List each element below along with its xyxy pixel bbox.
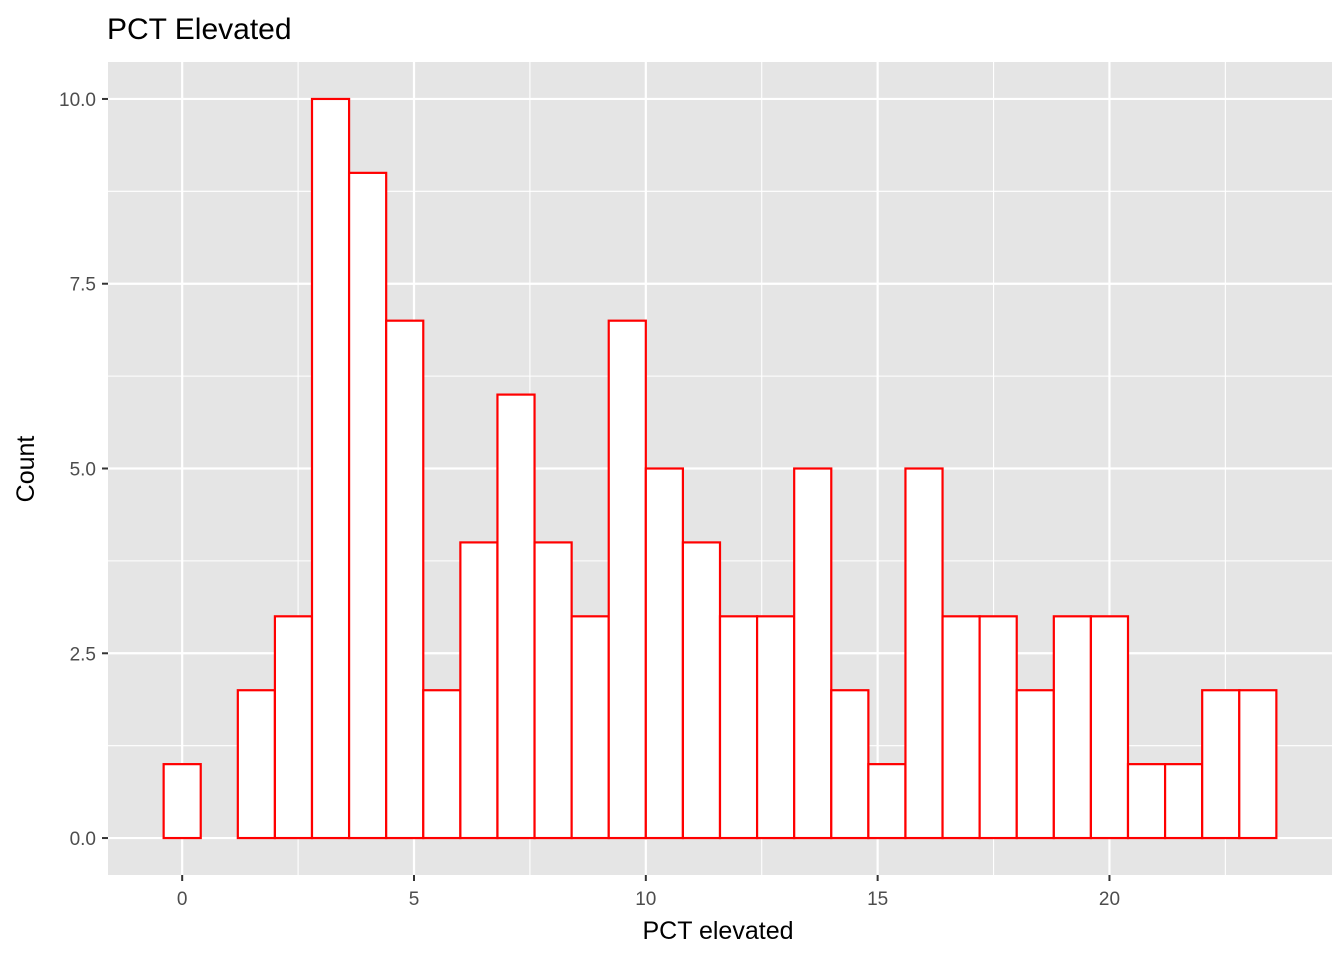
histogram-bar xyxy=(793,467,833,840)
histogram-bar xyxy=(941,615,981,840)
histogram-bar xyxy=(1015,689,1055,840)
histogram-bar xyxy=(607,319,647,840)
histogram-bar xyxy=(644,467,685,840)
histogram-bar xyxy=(867,763,907,840)
x-axis-title: PCT elevated xyxy=(642,917,793,945)
x-tick-label: 15 xyxy=(867,889,888,910)
histogram-bar xyxy=(978,615,1018,840)
histogram-bar xyxy=(459,541,499,840)
y-tick-label: 7.5 xyxy=(70,275,96,296)
x-tick-label: 10 xyxy=(635,889,656,910)
histogram-bar xyxy=(830,689,870,840)
histogram-bar xyxy=(310,97,351,840)
histogram-bar xyxy=(1089,615,1130,840)
histogram-bar xyxy=(533,541,573,840)
y-tick-label: 5.0 xyxy=(70,460,96,481)
histogram-bar xyxy=(718,615,759,840)
histogram-bar xyxy=(755,615,796,840)
histogram-bar xyxy=(1126,763,1167,840)
histogram-bar xyxy=(236,689,277,840)
y-tick-label: 10.0 xyxy=(59,90,96,111)
x-tick-label: 0 xyxy=(177,889,188,910)
histogram-bar xyxy=(1201,689,1241,840)
histogram-bar xyxy=(347,171,388,840)
y-tick-label: 0.0 xyxy=(70,829,96,850)
histogram-bar xyxy=(681,541,722,840)
histogram-bar xyxy=(496,393,536,840)
histogram-bar xyxy=(422,689,462,840)
y-axis-title: Count xyxy=(12,436,40,503)
x-tick-label: 20 xyxy=(1099,889,1120,910)
x-tick-label: 5 xyxy=(409,889,420,910)
x-axis: 0 5 10 15 20 xyxy=(177,875,1120,910)
histogram-bar xyxy=(1238,689,1278,840)
histogram-bar xyxy=(385,319,425,840)
histogram-bar xyxy=(570,615,610,840)
y-axis: 0.0 2.5 5.0 7.5 10.0 xyxy=(59,90,108,850)
chart-title: PCT Elevated xyxy=(107,13,292,46)
bars xyxy=(162,97,1278,840)
histogram-bar xyxy=(273,615,314,840)
histogram-bar xyxy=(904,467,944,840)
y-tick-label: 2.5 xyxy=(70,644,96,665)
histogram-bar xyxy=(162,763,202,840)
histogram-bar xyxy=(1052,615,1093,840)
histogram-bar xyxy=(1163,763,1204,840)
